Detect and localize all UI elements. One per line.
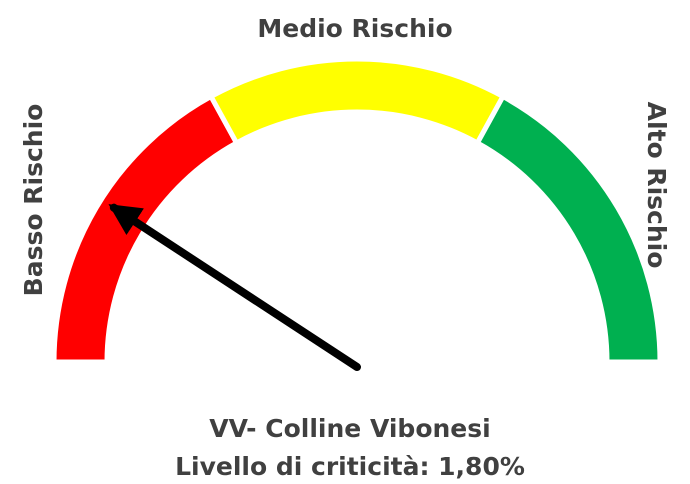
gauge-chart: VV- Colline Vibonesi Livello di criticit… [0, 0, 690, 484]
gauge-segment [211, 59, 503, 143]
value-label: Livello di criticità: 1,80% [175, 452, 525, 481]
segment-label: Alto Rischio [642, 102, 671, 269]
segment-label: Basso Rischio [19, 104, 48, 297]
needle [114, 208, 357, 367]
chart-title: VV- Colline Vibonesi [209, 414, 490, 443]
gauge-segment [477, 96, 660, 362]
segment-label: Medio Rischio [257, 14, 452, 43]
